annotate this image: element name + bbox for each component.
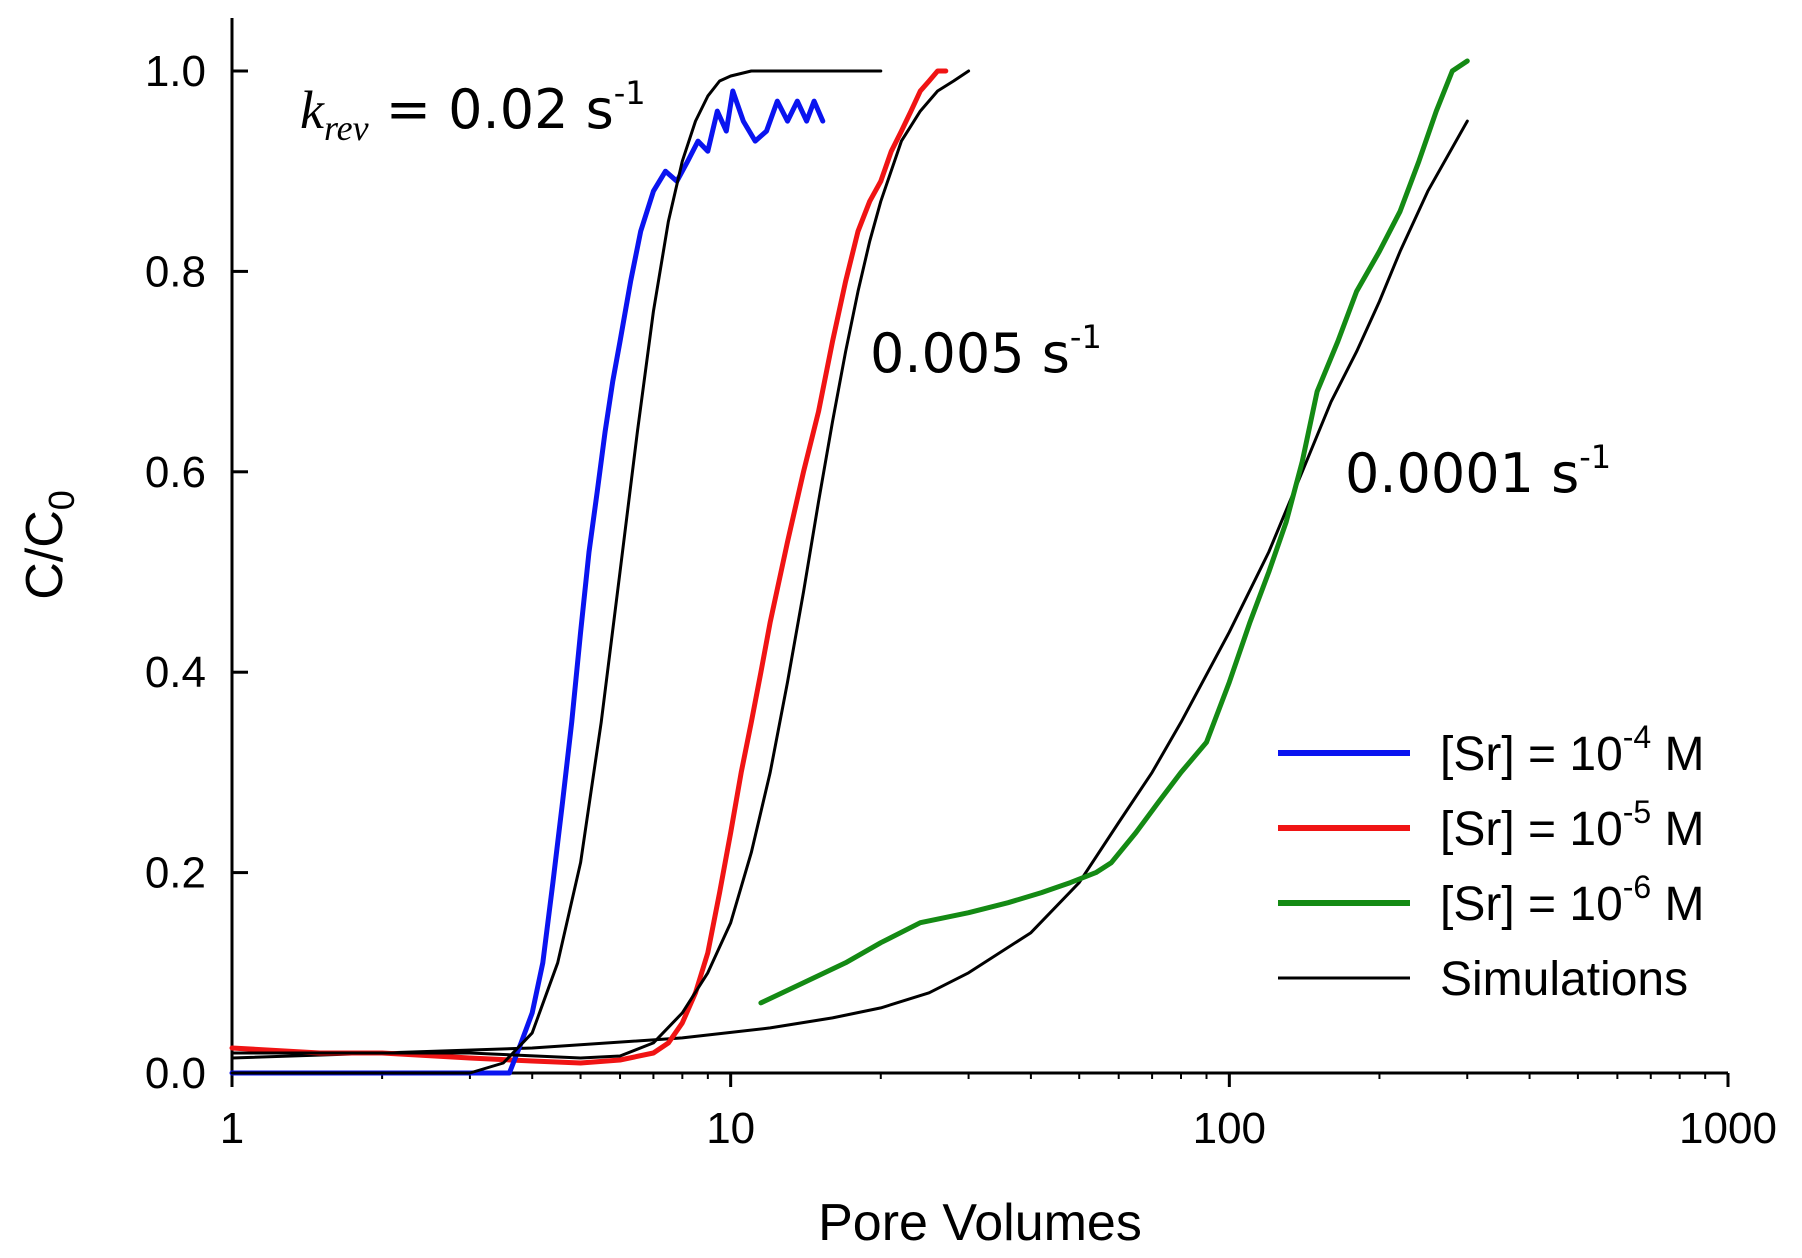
legend-label-sr5: [Sr] = 10-5 M xyxy=(1440,794,1705,856)
series-line-sim3 xyxy=(230,119,1469,1060)
annotation-00001-value: 0.0001 s xyxy=(1345,442,1579,505)
legend-label-sr4-exp: -4 xyxy=(1623,719,1651,755)
y-axis-title-sub: 0 xyxy=(41,490,82,510)
legend-label-sr6-exp: -6 xyxy=(1623,869,1651,905)
legend-label-sr5-text: [Sr] = 10 xyxy=(1440,803,1623,856)
y-axis-title: C/C0 xyxy=(16,490,82,600)
annotation-00001-exp: -1 xyxy=(1579,438,1611,476)
annotation-krev: krev = 0.02 s-1 xyxy=(300,74,646,148)
x-tick-label: 1000 xyxy=(1679,1104,1777,1153)
series-line-sim2 xyxy=(230,69,971,1060)
series-line-sr4 xyxy=(229,88,826,1076)
y-tick-label: 0.2 xyxy=(145,849,206,898)
legend-label-sr4-unit: M xyxy=(1651,728,1704,781)
annotation-0005-exp: -1 xyxy=(1070,318,1102,356)
legend-label-sr5-exp: -5 xyxy=(1623,794,1651,830)
annotation-k-subscript: rev xyxy=(324,108,369,148)
legend-label-sr4-text: [Sr] = 10 xyxy=(1440,728,1623,781)
series-line-sim1 xyxy=(230,69,883,1075)
legend-label-sr6-text: [Sr] = 10 xyxy=(1440,878,1623,931)
legend-label-sim: Simulations xyxy=(1440,953,1688,1006)
y-tick-label: 1.0 xyxy=(145,47,206,96)
series-line-sr6 xyxy=(758,58,1470,1006)
annotation-krev-value: = 0.02 s xyxy=(369,78,614,141)
axis-ticks: 0.0 0.2 0.4 0.6 0.8 1.0 1 10 100 1000 xyxy=(145,47,1777,1153)
y-tick-label: 0.4 xyxy=(145,648,206,697)
x-tick-label: 10 xyxy=(706,1104,755,1153)
x-tick-label: 100 xyxy=(1193,1104,1266,1153)
y-axis-title-main: C/C xyxy=(16,510,74,600)
legend-label-sim-text: Simulations xyxy=(1440,953,1688,1006)
annotation-k-symbol: k xyxy=(300,80,325,140)
y-tick-label: 0.6 xyxy=(145,448,206,497)
legend: [Sr] = 10-4 M [Sr] = 10-5 M [Sr] = 10-6 … xyxy=(1278,719,1705,1006)
y-tick-label: 0.8 xyxy=(145,247,206,296)
legend-label-sr6: [Sr] = 10-6 M xyxy=(1440,869,1705,931)
annotation-0005: 0.005 s-1 xyxy=(870,318,1102,385)
annotation-00001: 0.0001 s-1 xyxy=(1345,438,1611,505)
x-axis-title: Pore Volumes xyxy=(818,1194,1142,1252)
annotation-krev-exp: -1 xyxy=(614,74,646,112)
annotation-0005-value: 0.005 s xyxy=(870,322,1070,385)
x-tick-label: 1 xyxy=(220,1104,244,1153)
legend-label-sr5-unit: M xyxy=(1651,803,1704,856)
series-line-sr5 xyxy=(229,68,949,1066)
y-tick-label: 0.0 xyxy=(145,1049,206,1098)
legend-label-sr6-unit: M xyxy=(1651,878,1704,931)
legend-label-sr4: [Sr] = 10-4 M xyxy=(1440,719,1705,781)
series-layer xyxy=(229,58,1470,1076)
